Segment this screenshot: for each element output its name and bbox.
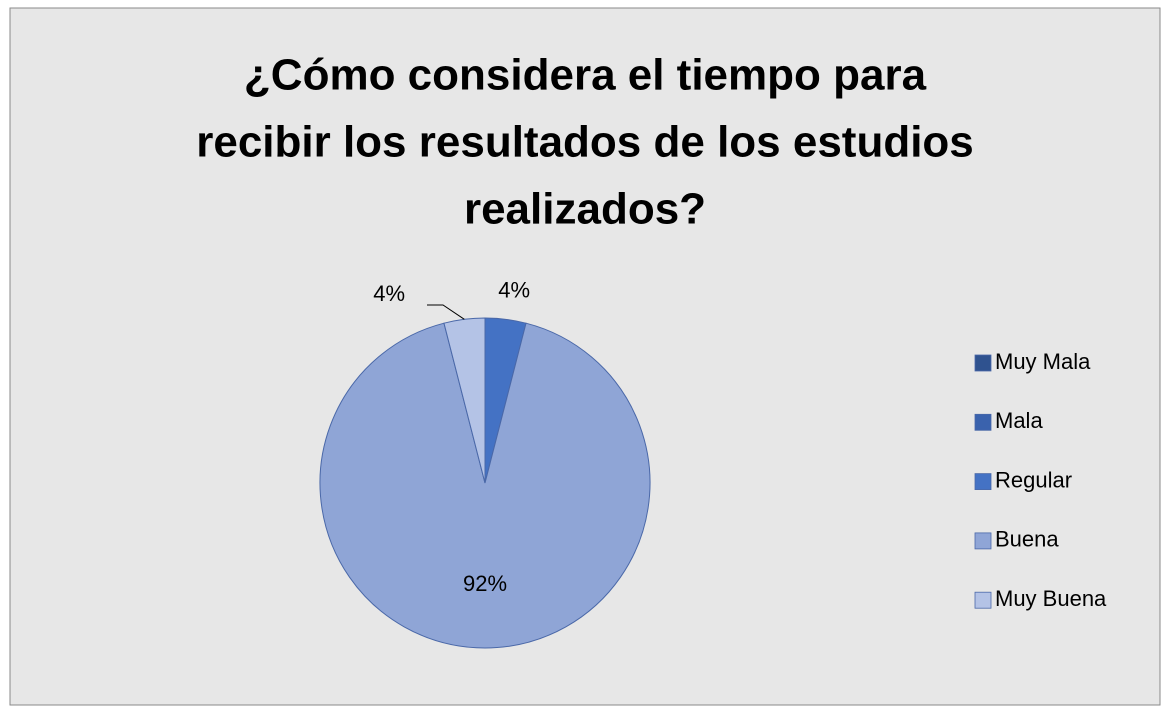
legend-swatch (974, 413, 992, 431)
chart-title: recibir los resultados de los estudios (196, 118, 974, 167)
legend-label: Muy Mala (995, 349, 1091, 374)
data-label: 4% (498, 277, 530, 302)
chart-title: realizados? (464, 185, 706, 234)
legend-swatch (974, 473, 992, 491)
legend-label: Muy Buena (995, 586, 1107, 611)
chart-title: ¿Cómo considera el tiempo para (244, 51, 927, 100)
pie-slice (319, 322, 651, 649)
legend-swatch (974, 532, 992, 550)
leader-line (427, 304, 465, 320)
data-label: 4% (373, 281, 405, 306)
legend-label: Buena (995, 527, 1059, 552)
legend-swatch (974, 354, 992, 372)
legend-swatch (974, 591, 992, 609)
legend-label: Regular (995, 467, 1072, 492)
data-label: 92% (463, 571, 507, 596)
legend-label: Mala (995, 408, 1043, 433)
